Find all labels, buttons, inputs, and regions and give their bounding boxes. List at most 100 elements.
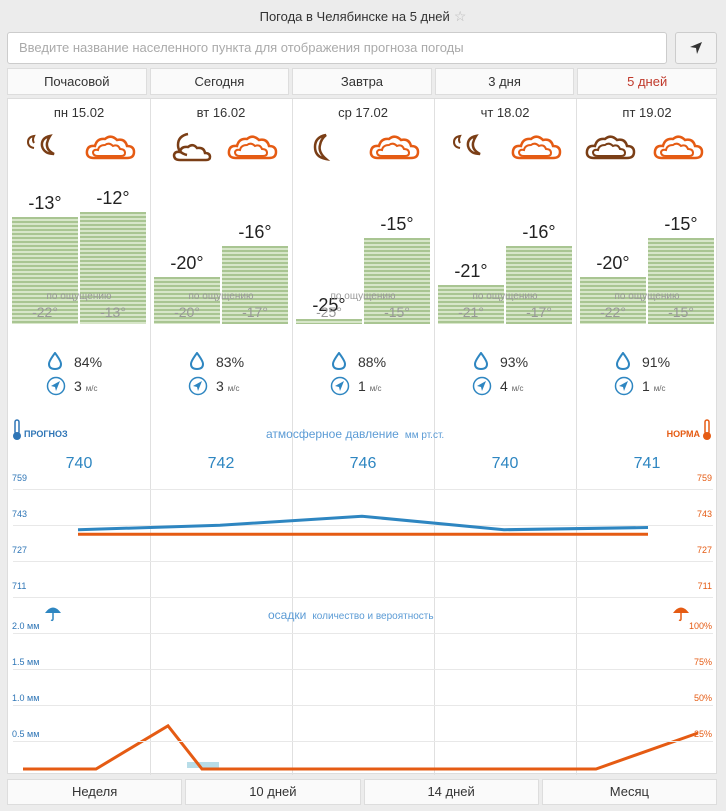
wind-direction-icon [330,376,350,399]
precip-tick-left: 1.5 мм [12,657,40,667]
pressure-unit: мм рт.ст. [404,430,445,441]
humidity-value: 88% [358,354,387,370]
day-temp: -15° [380,213,414,234]
pressure-gridline [13,597,713,598]
humidity-icon [473,351,489,373]
precip-tick-right: 75% [693,657,712,667]
feels-like-night: -25° [316,304,342,320]
wind-direction-icon [614,376,634,399]
day-temp-bar [222,246,288,324]
pressure-value: 742 [207,455,235,472]
wind-speed-value: 1 [642,378,650,394]
day-column: пн 15.02 -13° -12° по ощущению -22° -13° 84% 3 м… [8,99,150,775]
tab-today[interactable]: Сегодня [149,68,290,95]
tab-week[interactable]: Неделя [7,779,183,805]
day-date: ср 17.02 [338,105,388,120]
wind-unit: м/с [85,384,98,393]
night-temp-bar [12,217,78,324]
partly-cloudy-night-icon [450,132,490,165]
wind-speed: 3 м/с [74,378,98,394]
wind-unit: м/с [653,384,666,393]
day-temp-bar [506,246,572,324]
wind-speed-value: 3 [216,378,224,394]
pressure-tick-left: 727 [12,545,28,555]
tab-month[interactable]: Месяц [541,779,717,805]
tab-hourly[interactable]: Почасовой [7,68,147,95]
cloudy-icon [84,132,136,167]
pressure-title-text: атмосферное давление [266,427,399,441]
humidity-icon [189,351,205,373]
wind-speed-value: 1 [358,378,366,394]
moon-icon [308,132,338,167]
humidity-value: 83% [216,354,245,370]
page-title-text: Погода в Челябинске на 5 дней [259,9,450,24]
feels-like-day: -15° [384,304,410,320]
day-column: чт 18.02 -21° -16° по ощущению -21° -17° 93% 4 м… [434,99,576,775]
pressure-tick-right: 711 [697,581,712,591]
feels-like-night: -21° [458,304,484,320]
humidity-value: 93% [500,354,529,370]
feels-like-night: -22° [32,304,58,320]
page-title: Погода в Челябинске на 5 дней ☆ [0,0,726,32]
pressure-tick-right: 759 [696,473,712,483]
precip-tick-right: 25% [693,729,712,739]
night-temp: -21° [454,261,488,281]
range-tabs: Неделя 10 дней 14 дней Месяц [7,779,717,805]
day-temp-bar [364,237,430,324]
day-column: ср 17.02 -25° -15° по ощущению -25° -15° 88% 1 м… [292,99,434,775]
pressure-value: 740 [491,455,519,472]
day-temp: -16° [522,222,556,242]
feels-like-day: -15° [668,304,694,320]
day-date: пн 15.02 [53,105,105,120]
tab-10-days[interactable]: 10 дней [185,779,361,805]
precip-tick-left: 1.0 мм [12,693,40,703]
night-temp-bar [296,319,362,324]
cloudy-icon [584,132,636,167]
wind-direction-icon [472,376,492,399]
wind-unit: м/с [511,384,524,393]
feels-like-day: -17° [526,304,552,320]
wind-direction-icon [46,376,66,399]
day-temp-bar [648,237,714,324]
pressure-tick-left: 759 [12,473,28,483]
wind-speed: 1 м/с [358,378,382,394]
day-date: пт 19.02 [622,105,672,120]
star-icon[interactable]: ☆ [453,8,467,24]
cloudy-icon [652,132,704,167]
night-temp: -20° [170,252,204,273]
day-date: чт 18.02 [480,105,530,120]
precip-tick-right: 100% [688,621,712,631]
tab-14-days[interactable]: 14 дней [363,779,539,805]
day-temp: -12° [96,188,130,208]
wind-speed-value: 3 [74,378,82,394]
humidity-icon [47,351,63,373]
feels-like-night: -22° [600,304,626,320]
precip-title: осадки количество и вероятность [268,608,434,622]
locate-button[interactable] [675,32,717,64]
precip-gridline [13,741,713,742]
wind-speed: 3 м/с [216,378,240,394]
night-temp-bar [438,285,504,324]
tab-5-days[interactable]: 5 дней [577,68,717,95]
wind-unit: м/с [227,384,240,393]
wind-speed: 1 м/с [642,378,666,394]
day-temp: -16° [238,222,272,242]
tab-tomorrow[interactable]: Завтра [292,68,432,95]
pressure-title: атмосферное давление мм рт.ст. [266,427,444,441]
feels-like-label: по ощущению [330,291,396,302]
forecast-label: ПРОГНОЗ [12,419,68,443]
precip-title-text: осадки [268,608,307,622]
humidity-icon [331,351,347,373]
partly-cloudy-night-icon [24,132,64,165]
feels-like-day: -13° [100,304,126,320]
tab-3-days[interactable]: 3 дня [434,68,575,95]
wind-direction-icon [188,376,208,399]
wind-speed-value: 4 [500,378,508,394]
night-temp-bar [154,276,220,324]
pressure-value: 740 [65,455,93,472]
cloudy-icon [226,132,278,167]
search-input[interactable]: Введите название населенного пункта для … [7,32,667,64]
umbrella-icon [672,604,690,624]
humidity-value: 91% [642,354,671,370]
pressure-value: 746 [349,455,377,472]
